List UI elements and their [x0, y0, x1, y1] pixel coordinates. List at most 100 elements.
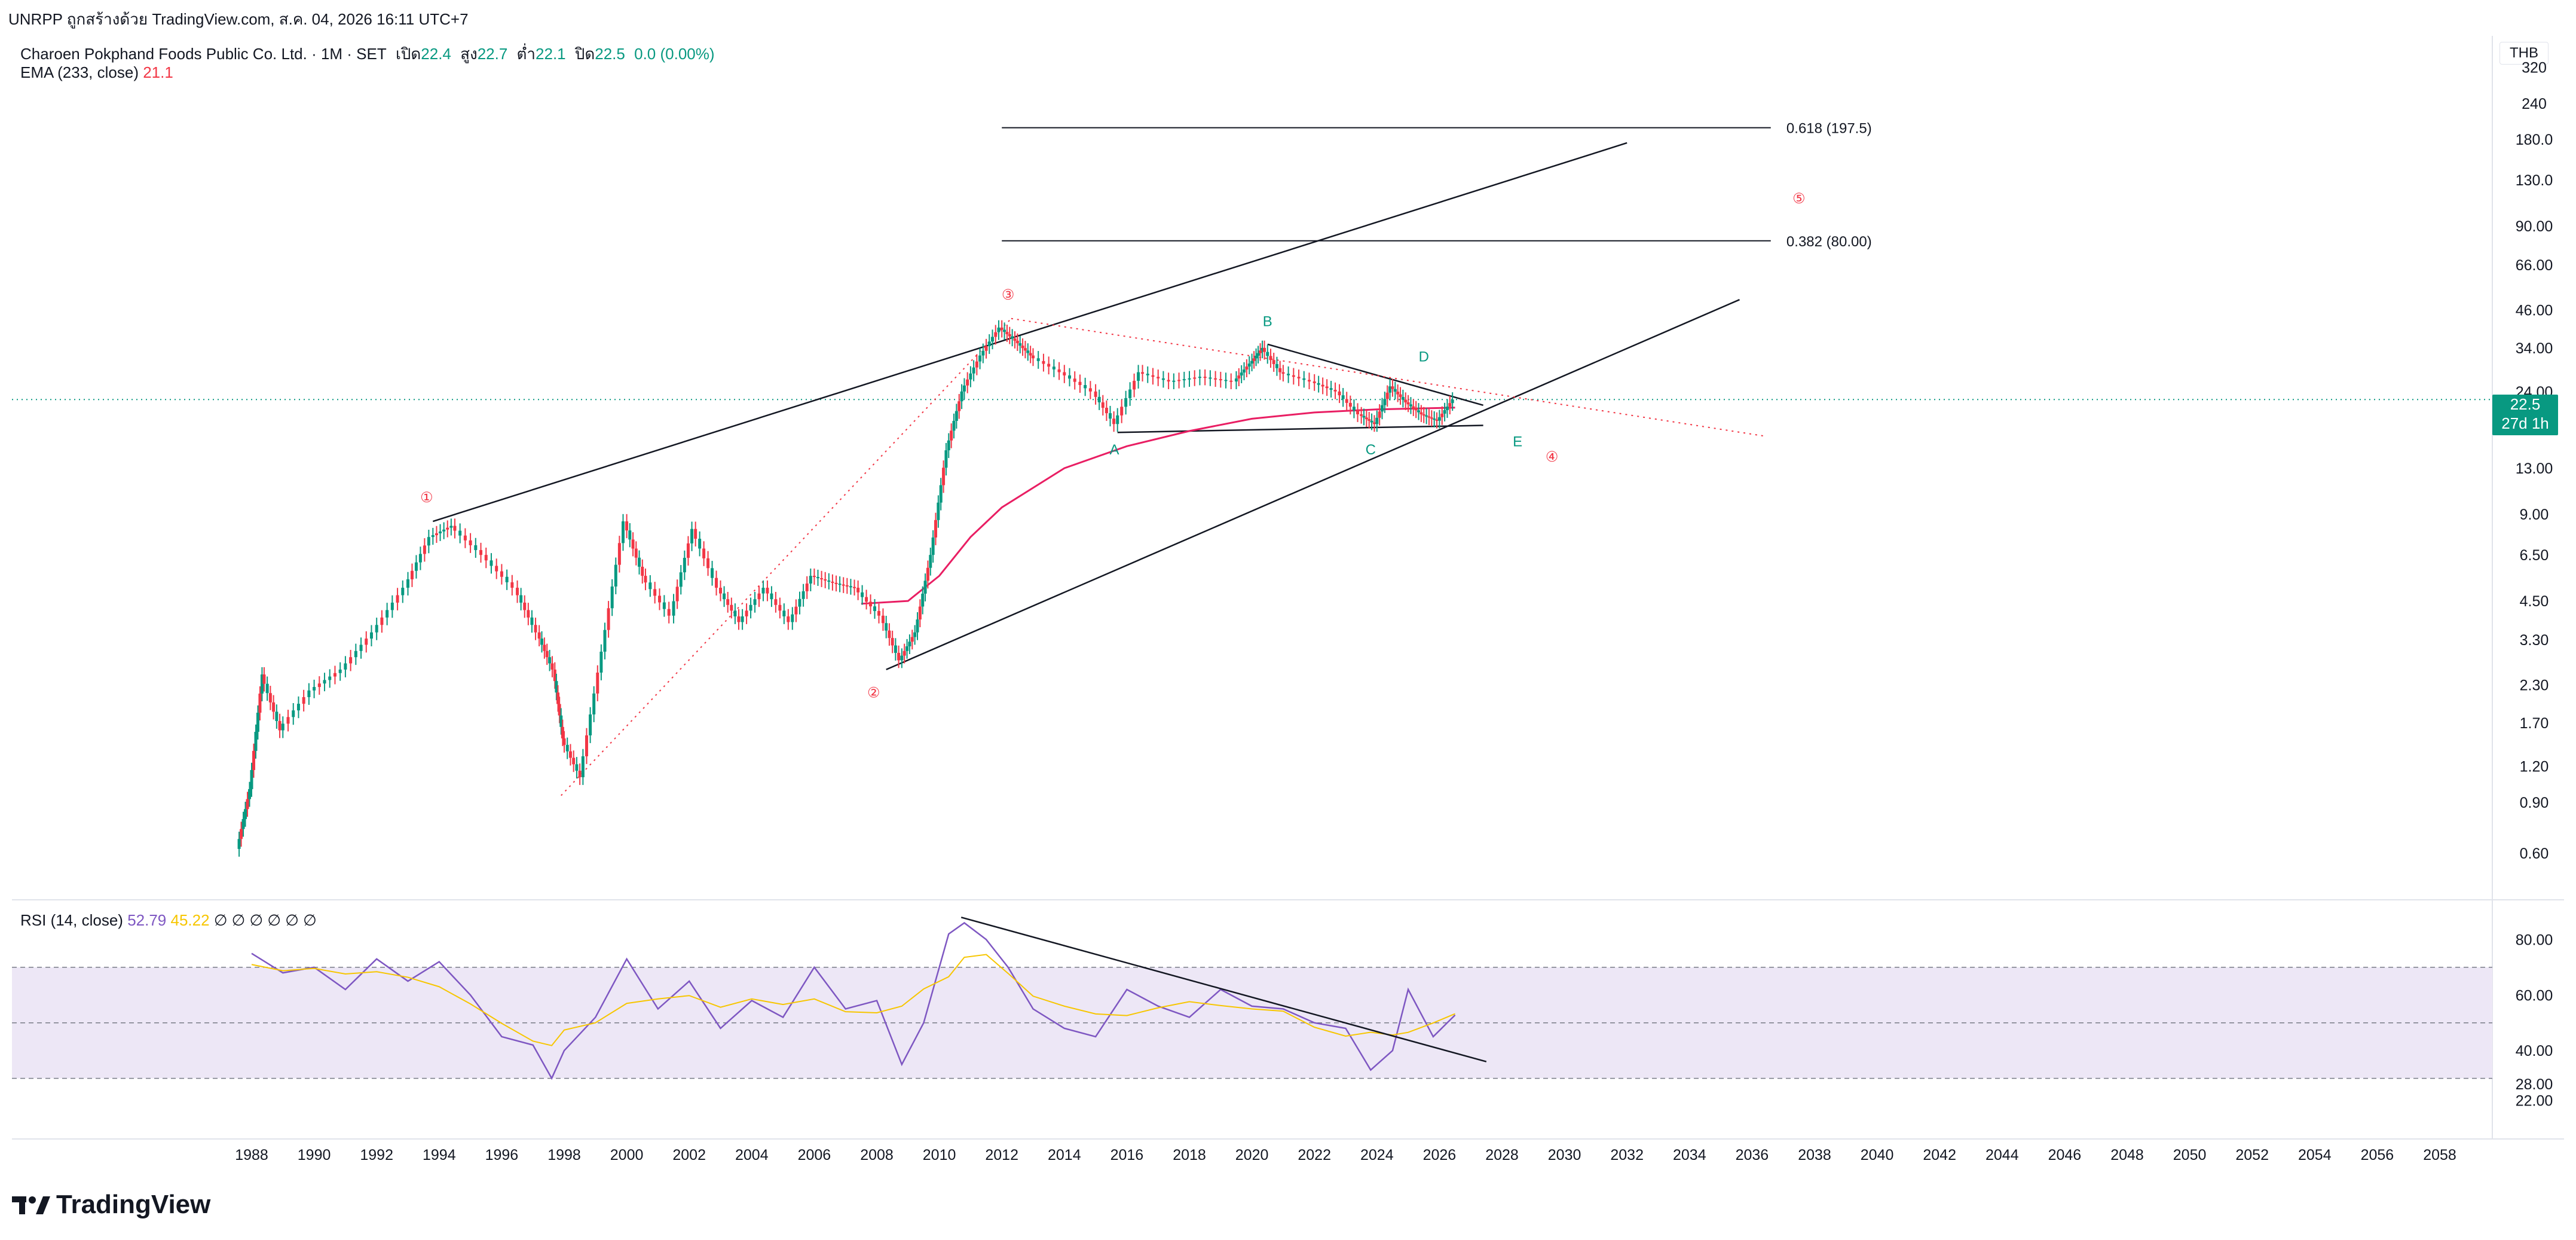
candle-body: [679, 572, 683, 587]
candle-body: [556, 692, 560, 704]
time-tick-label: 2026: [1423, 1147, 1457, 1163]
candle-body: [446, 527, 449, 530]
fib-level-label: 0.382 (80.00): [1786, 234, 1872, 250]
candle-body: [240, 829, 243, 839]
candle-body: [778, 604, 782, 611]
candle-body: [812, 576, 816, 578]
candle-body: [1203, 377, 1207, 378]
candle-body: [978, 355, 982, 362]
candle-body: [265, 683, 269, 694]
tradingview-logo[interactable]: TradingView: [12, 1190, 210, 1220]
candle-body: [1084, 385, 1087, 389]
price-tick-label: 0.90: [2520, 795, 2549, 811]
wave-label-minor: B: [1263, 313, 1272, 329]
candle-body: [937, 502, 940, 520]
wave-label-minor: E: [1513, 433, 1522, 450]
candle-body: [966, 379, 969, 386]
candle-body: [794, 606, 798, 615]
candle-body: [1073, 378, 1076, 382]
currency-text[interactable]: THB: [2510, 45, 2538, 61]
time-tick-label: 2008: [860, 1147, 894, 1163]
symbol-name[interactable]: Charoen Pokphand Foods Public Co. Ltd. ·…: [20, 45, 387, 63]
candle-body: [519, 595, 523, 603]
candle-body: [431, 535, 435, 537]
candle-body: [302, 697, 305, 704]
rsi-ma-value: 45.22: [170, 911, 210, 929]
wave-label-major: ②: [867, 685, 880, 701]
candle-body: [994, 332, 998, 337]
candle-body: [947, 440, 950, 451]
candle-body: [1275, 364, 1278, 368]
rsi-label[interactable]: RSI (14, close): [20, 911, 123, 929]
candle-body: [877, 610, 880, 616]
candle-body: [838, 584, 842, 585]
ema-legend[interactable]: EMA (233, close) 21.1: [20, 63, 173, 82]
candle-body: [787, 616, 790, 622]
candle-body: [489, 560, 493, 566]
candle-body: [596, 672, 599, 694]
candle-body: [1105, 408, 1108, 414]
candle-body: [1404, 399, 1408, 402]
candle-body: [1378, 411, 1381, 418]
candle-body: [987, 341, 991, 347]
candle-body: [1422, 414, 1425, 416]
ema-value: 21.1: [143, 63, 173, 81]
candle-body: [275, 711, 279, 721]
tradingview-logo-text: TradingView: [56, 1190, 211, 1219]
candle-body: [856, 588, 860, 592]
candle-body: [1360, 414, 1363, 416]
candle-body: [1029, 353, 1032, 356]
price-tick-label: 180.0: [2516, 132, 2553, 148]
candle-body: [1266, 352, 1269, 356]
candle-body: [244, 809, 247, 819]
candle-body: [723, 593, 726, 600]
candle-body: [1177, 380, 1181, 381]
candle-body: [603, 630, 607, 652]
candle-body: [359, 645, 363, 651]
candle-body: [1263, 347, 1266, 352]
symbol-legend[interactable]: Charoen Pokphand Foods Public Co. Ltd. ·…: [20, 42, 720, 66]
candle-body: [831, 581, 834, 583]
candle-body: [991, 337, 995, 342]
candle-body: [286, 717, 290, 724]
candle-body: [675, 587, 679, 601]
candle-body: [1329, 388, 1333, 390]
candle-body: [827, 580, 831, 582]
candle-body: [820, 578, 824, 580]
candle-body: [338, 669, 342, 673]
candle-body: [585, 735, 588, 756]
candle-body: [1008, 334, 1011, 337]
currency-label[interactable]: THB: [2499, 42, 2549, 65]
time-tick-label: 2014: [1048, 1147, 1081, 1163]
candle-body: [1005, 332, 1009, 334]
candle-body: [553, 669, 556, 682]
rsi-legend[interactable]: RSI (14, close) 52.79 45.22 ∅ ∅ ∅ ∅ ∅ ∅: [20, 911, 317, 930]
candle-body: [711, 568, 714, 578]
candle-body: [558, 704, 561, 716]
ema-label[interactable]: EMA (233, close): [20, 63, 139, 81]
candle-body: [706, 558, 710, 569]
time-tick-label: 2004: [735, 1147, 769, 1163]
candle-body: [1448, 403, 1452, 407]
candle-body: [1356, 410, 1360, 414]
candle-body: [749, 604, 752, 611]
candle-body: [237, 839, 241, 849]
wave-label-minor: A: [1109, 442, 1119, 458]
candle-body: [881, 615, 885, 624]
last-price: 22.5: [2510, 395, 2541, 413]
candle-body: [530, 617, 534, 625]
candle-body: [1023, 348, 1027, 351]
candle-body: [1094, 391, 1097, 397]
price-tick-label: 1.70: [2520, 715, 2549, 732]
candle-body: [414, 562, 418, 571]
candle-body: [782, 610, 786, 616]
time-tick-label: 2018: [1173, 1147, 1206, 1163]
candle-body: [527, 610, 530, 618]
candle-body: [1385, 392, 1389, 399]
rsi-tick-label: 28.00: [2516, 1076, 2553, 1093]
candle-body: [931, 537, 935, 555]
candle-body: [500, 571, 503, 577]
time-tick-label: 1992: [360, 1147, 393, 1163]
candle-body: [1396, 392, 1400, 395]
